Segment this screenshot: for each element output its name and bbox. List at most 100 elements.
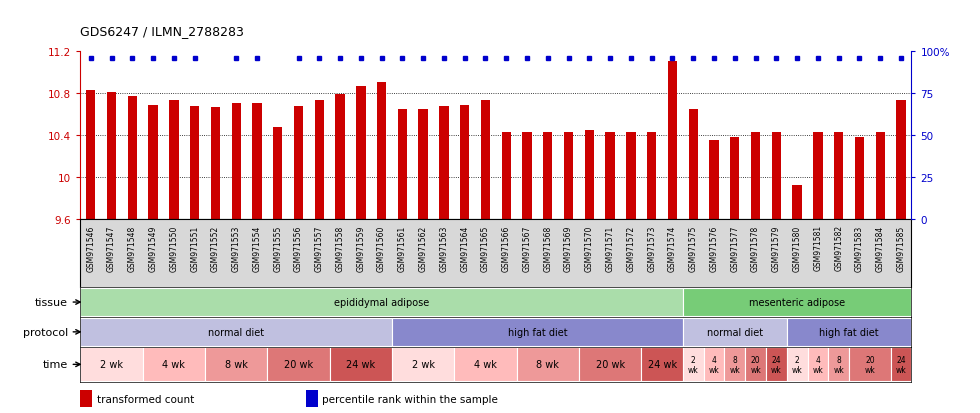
Text: GSM971582: GSM971582 [834,225,843,271]
Bar [455,348,516,381]
Bar [897,101,906,219]
Bar [834,132,844,219]
Text: GSM971556: GSM971556 [294,225,303,271]
Text: GSM971548: GSM971548 [127,225,137,271]
Bar [205,348,268,381]
Bar [828,348,849,381]
Text: 4
wk: 4 wk [812,355,823,374]
Text: time: time [43,359,68,370]
Text: GSM971559: GSM971559 [357,225,366,271]
Text: GSM971547: GSM971547 [107,225,116,271]
Text: GSM971568: GSM971568 [543,225,553,271]
Text: normal diet: normal diet [707,327,762,337]
Text: 2
wk: 2 wk [792,355,803,374]
Bar [398,109,407,219]
Bar [315,101,324,219]
Text: GSM971581: GSM971581 [813,225,822,271]
Text: GSM971561: GSM971561 [398,225,407,271]
Text: normal diet: normal diet [208,327,265,337]
Bar [787,318,911,347]
Bar [80,288,683,317]
Text: transformed count: transformed count [97,394,194,404]
Bar [273,128,282,219]
Text: GSM971574: GSM971574 [668,225,677,271]
Bar [143,348,205,381]
Text: GSM971569: GSM971569 [564,225,573,271]
Text: 8 wk: 8 wk [224,359,248,370]
Bar [392,318,683,347]
Text: percentile rank within the sample: percentile rank within the sample [322,394,498,404]
Bar [787,348,808,381]
Bar [730,138,740,219]
Bar [689,109,698,219]
Bar [516,348,579,381]
Bar [771,132,781,219]
Text: 24 wk: 24 wk [648,359,676,370]
Bar [745,348,766,381]
Text: GSM971563: GSM971563 [439,225,449,271]
Text: mesenteric adipose: mesenteric adipose [749,297,845,307]
Text: GSM971580: GSM971580 [793,225,802,271]
Text: 8 wk: 8 wk [536,359,560,370]
Text: 8
wk: 8 wk [833,355,844,374]
Text: GSM971552: GSM971552 [211,225,220,271]
Text: protocol: protocol [23,327,68,337]
Text: GSM971577: GSM971577 [730,225,739,271]
Text: GSM971570: GSM971570 [585,225,594,271]
Bar [294,107,303,219]
Bar [392,348,455,381]
Text: GSM971578: GSM971578 [751,225,760,271]
Bar [190,107,199,219]
Text: high fat diet: high fat diet [819,327,879,337]
Bar [813,132,822,219]
Text: GSM971575: GSM971575 [689,225,698,271]
Text: 2 wk: 2 wk [412,359,435,370]
Bar [418,109,428,219]
Bar [704,348,724,381]
Bar [356,87,366,219]
Bar [481,101,490,219]
Bar [211,108,220,219]
Bar [252,104,262,219]
Text: GSM971551: GSM971551 [190,225,199,271]
Bar [641,348,683,381]
Bar [170,101,178,219]
Bar [855,138,864,219]
Text: 24 wk: 24 wk [346,359,375,370]
Bar [231,104,241,219]
Bar [766,348,787,381]
Text: GDS6247 / ILMN_2788283: GDS6247 / ILMN_2788283 [80,25,244,38]
Text: GSM971549: GSM971549 [149,225,158,271]
Text: GSM971565: GSM971565 [481,225,490,271]
Bar [80,318,392,347]
Text: 4
wk: 4 wk [709,355,719,374]
Bar [329,348,392,381]
Text: 8
wk: 8 wk [729,355,740,374]
Text: GSM971555: GSM971555 [273,225,282,271]
Bar [377,83,386,219]
Text: GSM971553: GSM971553 [231,225,241,271]
Bar [564,132,573,219]
Bar [875,132,885,219]
Bar [808,348,828,381]
Text: GSM971572: GSM971572 [626,225,635,271]
Text: GSM971557: GSM971557 [315,225,323,271]
Text: 4 wk: 4 wk [163,359,185,370]
Text: 2 wk: 2 wk [100,359,123,370]
Text: high fat diet: high fat diet [508,327,567,337]
Text: GSM971567: GSM971567 [522,225,531,271]
Bar [626,132,636,219]
Bar [683,348,704,381]
Bar [710,141,718,219]
Text: GSM971554: GSM971554 [253,225,262,271]
Bar [268,348,329,381]
Bar [522,132,532,219]
Bar [647,132,657,219]
Bar [502,132,511,219]
Text: 2
wk: 2 wk [688,355,699,374]
Text: GSM971546: GSM971546 [86,225,95,271]
Text: 20
wk: 20 wk [864,355,875,374]
Bar [849,348,891,381]
Text: GSM971585: GSM971585 [897,225,906,271]
Text: GSM971583: GSM971583 [855,225,864,271]
